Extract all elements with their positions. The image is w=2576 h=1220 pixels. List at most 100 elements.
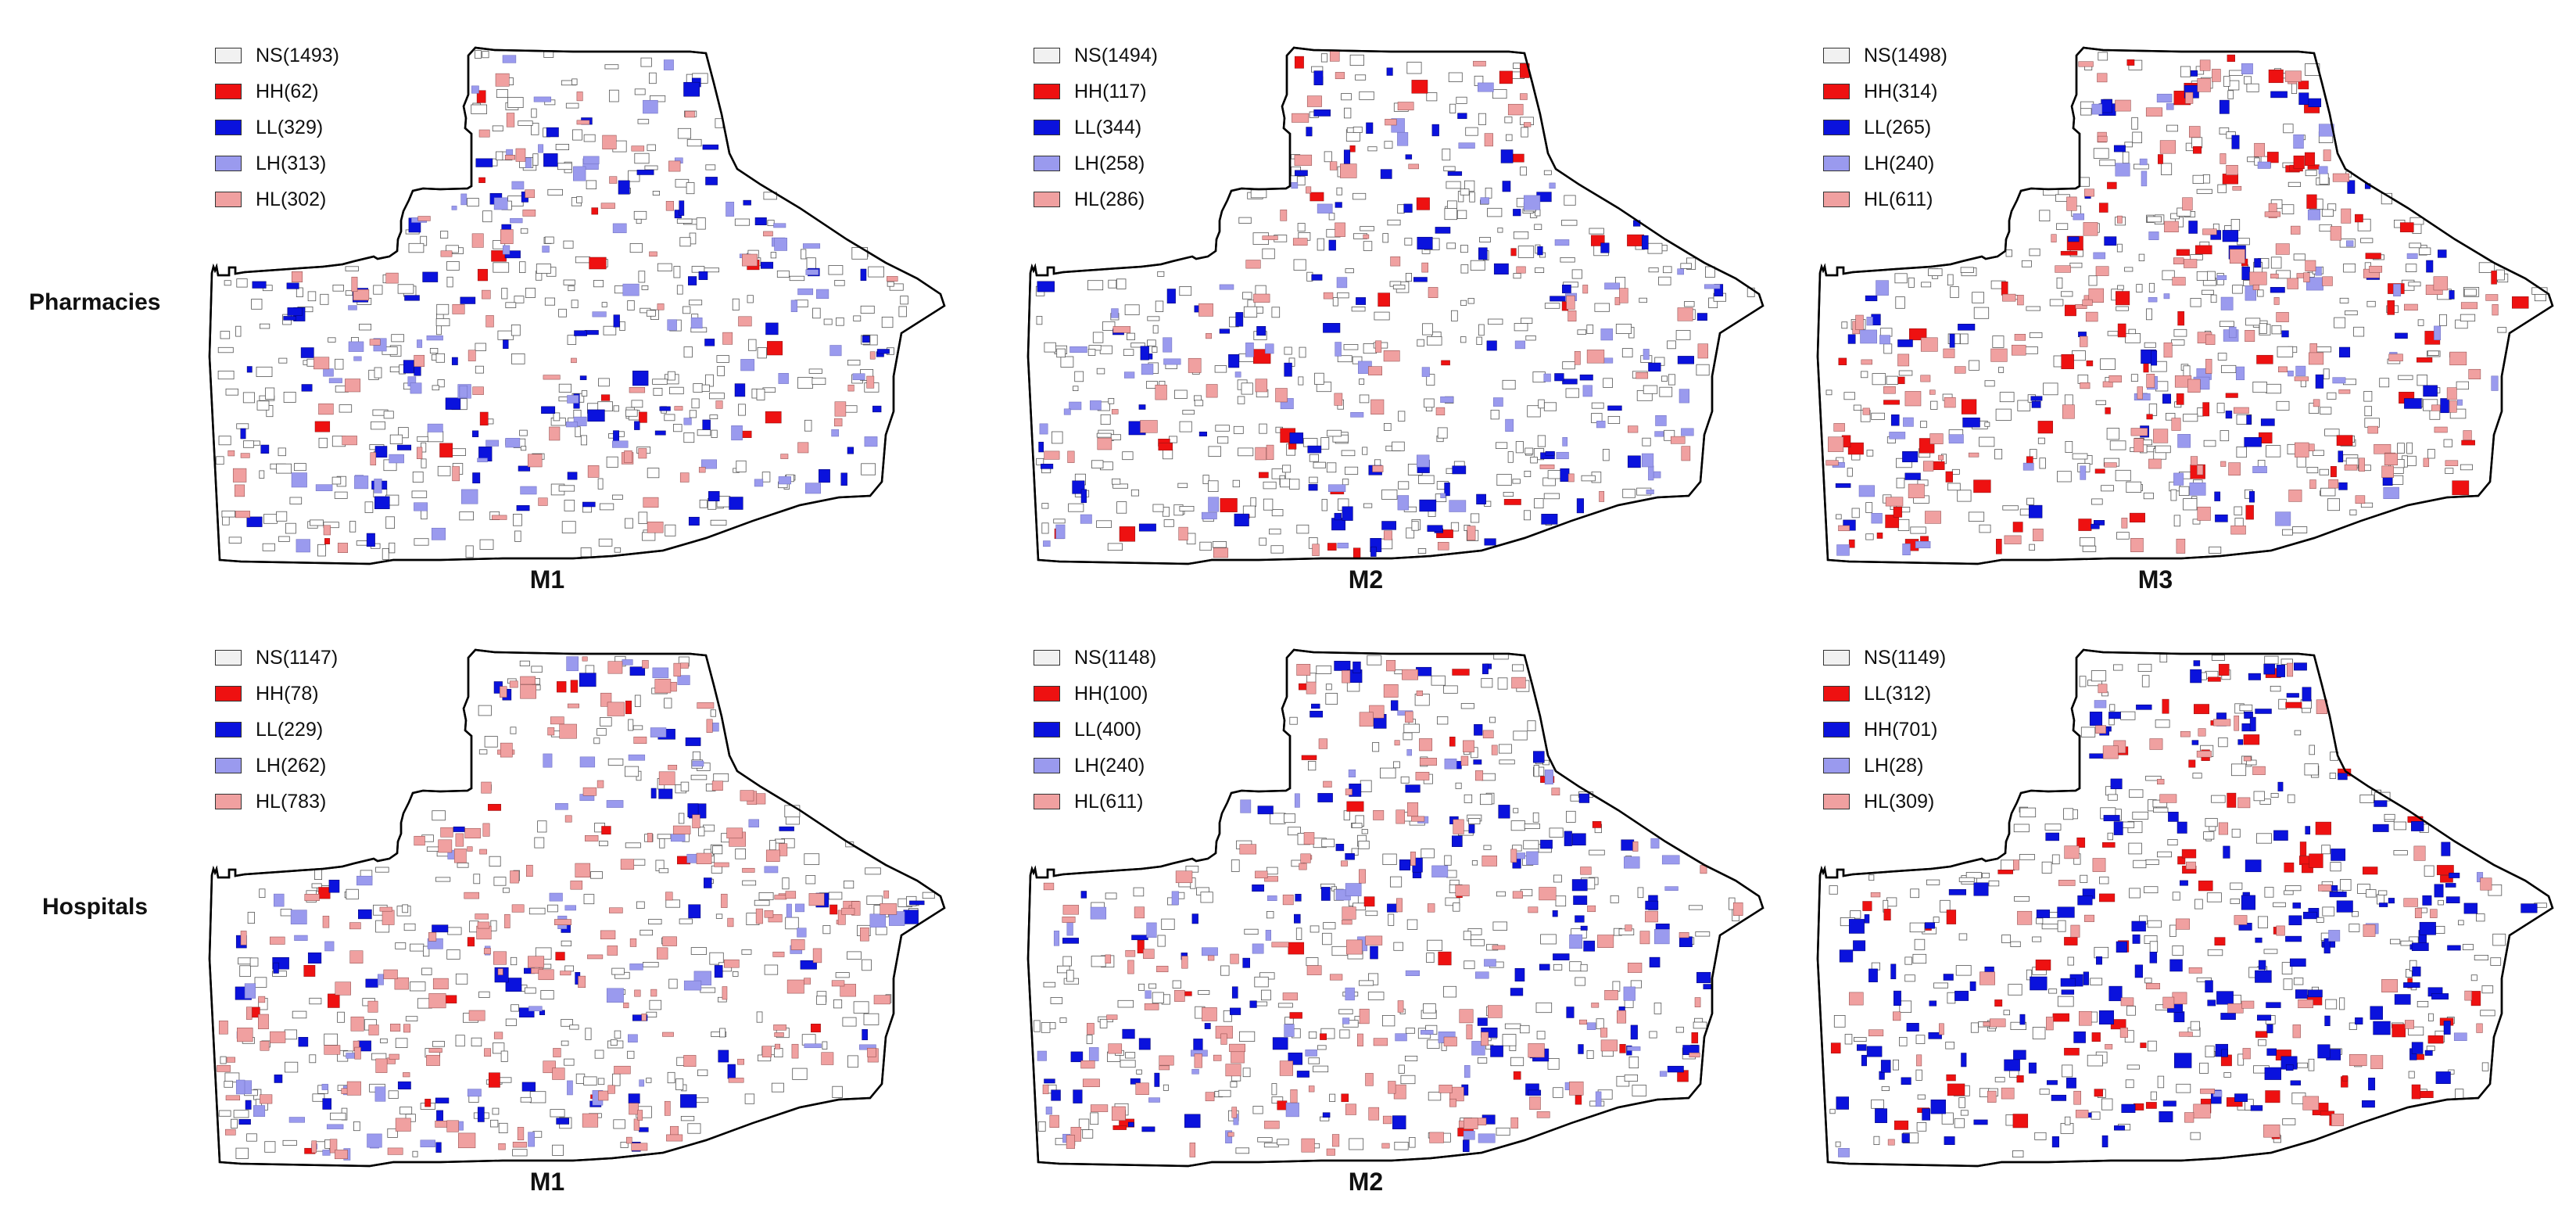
- parcel-hl: [1614, 296, 1621, 306]
- parcel-hl: [2374, 443, 2391, 454]
- parcel-ns: [585, 1028, 592, 1040]
- parcel-ll: [574, 330, 587, 336]
- parcel-hl: [831, 980, 845, 987]
- parcel-ns: [1296, 524, 1309, 534]
- parcel-ns: [2126, 1006, 2136, 1016]
- parcel-ns: [2172, 892, 2180, 901]
- parcel-ns: [2190, 1132, 2201, 1140]
- parcel-ns: [634, 152, 650, 164]
- parcel-ns: [2060, 291, 2073, 297]
- parcel-ns: [2245, 318, 2261, 326]
- parcel-ns: [296, 287, 303, 298]
- parcel-lh: [459, 385, 468, 398]
- map-panel-hospitals-m3: NS(1149) LL(312) HH(701) LH(28) HL(309): [1807, 640, 2576, 1218]
- parcel-ns: [251, 299, 263, 310]
- parcel-hl: [649, 251, 657, 257]
- parcel-ns: [2091, 498, 2103, 505]
- parcel-ns: [540, 990, 554, 1000]
- parcel-ns: [564, 1058, 575, 1066]
- parcel-ns: [1172, 980, 1181, 989]
- parcel-hl: [1528, 1043, 1545, 1058]
- parcel-ns: [1242, 1068, 1251, 1078]
- parcel-hl: [1342, 920, 1352, 925]
- parcel-ll: [1405, 784, 1421, 793]
- parcel-ns: [1284, 346, 1292, 355]
- parcel-ns: [2080, 108, 2092, 116]
- parcel-lh: [2241, 63, 2253, 74]
- parcel-ns: [1628, 1056, 1639, 1068]
- parcel-hl: [1345, 788, 1352, 795]
- parcel-hl: [1639, 931, 1650, 945]
- parcel-ns: [1481, 678, 1493, 688]
- parcel-ns: [1663, 266, 1672, 274]
- parcel-ns: [482, 51, 489, 59]
- parcel-hl: [428, 1048, 442, 1053]
- parcel-hl: [1174, 989, 1185, 1002]
- parcel-ns: [1442, 149, 1451, 161]
- parcel-ll: [688, 516, 700, 526]
- parcel-ns: [563, 240, 574, 249]
- parcel-ns: [497, 330, 514, 340]
- parcel-ll: [1540, 839, 1553, 849]
- parcel-hl: [1938, 454, 1944, 461]
- parcel-hh: [1909, 328, 1927, 341]
- parcel-ns: [1394, 1142, 1409, 1150]
- parcel-ns: [832, 1085, 843, 1099]
- parcel-ns: [2019, 807, 2037, 818]
- parcel-ll: [1468, 824, 1475, 834]
- parcel-ll: [2031, 400, 2041, 408]
- parcel-ns: [608, 433, 614, 439]
- parcel-ns: [1289, 479, 1300, 490]
- parcel-hl: [2075, 304, 2087, 309]
- parcel-ns: [242, 392, 255, 404]
- parcel-ns: [697, 429, 711, 436]
- legend-label: HL(302): [256, 188, 327, 210]
- parcel-ns: [2142, 440, 2153, 446]
- parcel-ll: [618, 180, 630, 195]
- parcel-ns: [836, 317, 844, 326]
- parcel-ns: [332, 284, 344, 292]
- parcel-ns: [677, 127, 691, 139]
- parcel-ll: [1969, 981, 1976, 992]
- parcel-ns: [598, 538, 613, 547]
- parcel-hl: [1178, 526, 1188, 541]
- parcel-hh: [2336, 435, 2353, 446]
- parcel-ll: [245, 1100, 252, 1110]
- parcel-ns: [2456, 381, 2469, 390]
- parcel-layer: [1829, 654, 2547, 1158]
- parcel-ns: [1068, 503, 1084, 512]
- parcel-ll: [2108, 712, 2121, 719]
- parcel-hl: [1437, 542, 1449, 551]
- parcel-ns: [1647, 242, 1663, 254]
- parcel-hl: [2318, 884, 2332, 892]
- parcel-hl: [1381, 1143, 1390, 1149]
- parcel-lh: [2080, 465, 2087, 480]
- parcel-lh: [1646, 490, 1654, 494]
- parcel-hl: [2359, 458, 2365, 472]
- parcel-ns: [2206, 892, 2222, 902]
- parcel-lh: [2318, 124, 2334, 137]
- parcel-ns: [328, 337, 336, 343]
- parcel-ns: [847, 951, 862, 960]
- parcel-hl: [2287, 278, 2298, 289]
- parcel-ll: [328, 879, 340, 893]
- parcel-ns: [769, 840, 776, 851]
- parcel-ns: [1102, 321, 1116, 331]
- parcel-hl: [1435, 407, 1446, 416]
- legend-swatch: [1034, 686, 1060, 702]
- parcel-hl: [2288, 490, 2302, 502]
- parcel-hl: [774, 1032, 784, 1037]
- parcel-ns: [1362, 447, 1368, 455]
- parcel-ll: [2266, 1024, 2273, 1034]
- parcel-ns: [2017, 400, 2031, 411]
- parcel-lh: [2295, 365, 2306, 376]
- parcel-ll: [2419, 921, 2436, 935]
- parcel-hl: [1140, 420, 1158, 433]
- parcel-ns: [1325, 693, 1338, 705]
- parcel-hl: [1112, 326, 1131, 333]
- parcel-ll: [1696, 313, 1707, 321]
- parcel-ns: [489, 856, 501, 867]
- legend-label: LH(240): [1864, 152, 1935, 174]
- parcel-ns: [1668, 374, 1675, 386]
- parcel-ns: [2360, 238, 2374, 243]
